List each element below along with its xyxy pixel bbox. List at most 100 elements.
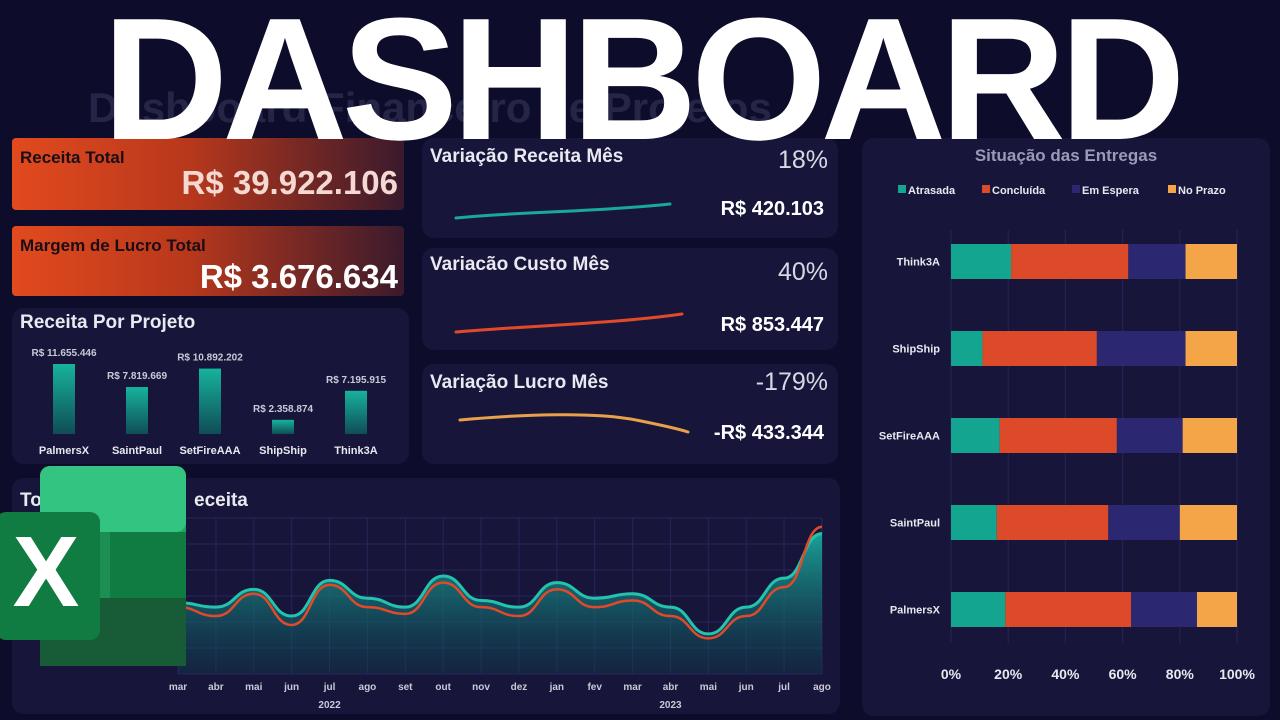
project-bar-category: ShipShip	[259, 445, 307, 457]
tendencia-receita-chart: mar abr mai jun jul ago set out nov dez jan fev mar a…	[169, 517, 831, 711]
trend-x-tick: ago	[813, 682, 831, 693]
stacked-bar-segment	[1185, 331, 1237, 366]
stacked-bar-segment	[1185, 244, 1237, 279]
kpi-margem-lucro-label: Margem de Lucro Total	[20, 236, 206, 255]
stacked-bar-segment	[951, 244, 1012, 279]
stacked-bar-segment	[951, 331, 983, 366]
trend-x-tick: dez	[511, 682, 528, 693]
legend-swatch	[1168, 185, 1176, 193]
receita-por-projeto-panel: Receita Por Projeto R$ 11.655.446 Palmers…	[12, 308, 409, 464]
stacked-bar-segment	[951, 418, 1000, 453]
project-bar	[53, 364, 75, 434]
entregas-category: Think3A	[897, 257, 940, 269]
legend-label: Atrasada	[908, 185, 956, 197]
tendencia-title-right: eceita	[194, 490, 248, 511]
variacao-receita-value: R$ 420.103	[720, 198, 824, 220]
stacked-bar-segment	[996, 505, 1109, 540]
project-bar	[345, 390, 367, 434]
project-bar-value: R$ 10.892.202	[177, 353, 243, 364]
project-bar-category: SaintPaul	[112, 445, 162, 457]
receita-por-projeto-chart: R$ 11.655.446 PalmersX R$ 7.819.669 SaintPa…	[31, 348, 386, 457]
trend-x-tick: mai	[245, 682, 262, 693]
x-tick-label: 60%	[1109, 666, 1138, 682]
project-bar-category: Think3A	[334, 445, 377, 457]
entregas-category: SetFireAAA	[879, 431, 940, 443]
variacao-custo-label: Variacão Custo Mês	[430, 254, 610, 275]
variacao-lucro-label: Variação Lucro Mês	[430, 372, 609, 393]
situacao-entregas-panel: Situação das Entregas Atrasada Concluída E…	[862, 138, 1270, 716]
kpi-receita-total-label: Receita Total	[20, 148, 125, 167]
kpi-receita-total-value: R$ 39.922.106	[181, 164, 398, 201]
trend-year-label: 2022	[318, 700, 341, 711]
project-bar-category: SetFireAAA	[179, 445, 240, 457]
project-bar	[199, 368, 221, 434]
x-tick-label: 0%	[941, 666, 962, 682]
variacao-lucro-panel: Variação Lucro Mês -179% -R$ 433.344	[422, 364, 838, 464]
trend-x-tick: jul	[323, 682, 336, 693]
variacao-receita-label: Variação Receita Mês	[430, 146, 624, 167]
trend-year-label: 2023	[659, 700, 682, 711]
variacao-custo-sparkline	[454, 312, 684, 334]
stacked-bar-segment	[1196, 592, 1237, 627]
entregas-category: PalmersX	[890, 605, 941, 617]
variacao-lucro-pct: -179%	[755, 368, 828, 396]
stacked-bar-segment	[1005, 592, 1132, 627]
trend-line-teal	[177, 532, 823, 636]
legend-label: Em Espera	[1082, 185, 1140, 197]
trend-x-tick: mar	[169, 682, 187, 693]
entregas-category: ShipShip	[892, 344, 940, 356]
trend-x-tick: mai	[700, 682, 717, 693]
legend-label: Concluída	[992, 185, 1046, 197]
stacked-bar-segment	[951, 505, 997, 540]
kpi-margem-lucro-value: R$ 3.676.634	[199, 258, 398, 295]
variacao-receita-panel: Variação Receita Mês 18% R$ 420.103	[422, 138, 838, 238]
project-bar-value: R$ 7.195.915	[326, 375, 386, 386]
kpi-margem-lucro: Margem de Lucro Total R$ 3.676.634	[12, 226, 404, 296]
stacked-bar-segment	[982, 331, 1097, 366]
stacked-bar-segment	[1182, 418, 1237, 453]
excel-logo-icon: X	[0, 466, 186, 666]
stacked-bar-segment	[999, 418, 1117, 453]
project-bar-value: R$ 2.358.874	[253, 404, 313, 415]
variacao-lucro-value: -R$ 433.344	[713, 422, 824, 444]
situacao-entregas-title: Situação das Entregas	[974, 146, 1158, 165]
receita-por-projeto-title: Receita Por Projeto	[20, 312, 196, 333]
stacked-bar-segment	[1116, 418, 1183, 453]
trend-x-tick: fev	[587, 682, 602, 693]
svg-text:X: X	[13, 516, 80, 628]
entregas-category: SaintPaul	[890, 518, 940, 530]
project-bar-value: R$ 11.655.446	[31, 348, 96, 359]
variacao-custo-pct: 40%	[777, 258, 828, 286]
legend-swatch	[982, 185, 990, 193]
trend-x-tick: jan	[549, 682, 564, 693]
trend-x-tick: abr	[663, 682, 679, 693]
trend-x-tick: out	[435, 682, 451, 693]
variacao-receita-pct: 18%	[777, 146, 828, 174]
variacao-receita-sparkline	[454, 202, 672, 220]
stacked-bar-segment	[1128, 244, 1186, 279]
kpi-receita-total: Receita Total R$ 39.922.106	[12, 138, 404, 210]
stacked-bar-segment	[1131, 592, 1197, 627]
x-tick-label: 100%	[1219, 666, 1255, 682]
stacked-bar-segment	[1108, 505, 1180, 540]
stacked-bar-segment	[1179, 505, 1237, 540]
dashboard-subtitle-ghost: Dashboard Financeiro de Projetos	[88, 84, 772, 131]
stacked-bar-segment	[1096, 331, 1186, 366]
legend-label: No Prazo	[1178, 185, 1226, 197]
trend-x-tick: nov	[472, 682, 490, 693]
variacao-lucro-sparkline	[458, 413, 690, 434]
trend-x-tick: ago	[359, 682, 377, 693]
x-tick-label: 80%	[1166, 666, 1195, 682]
tendencia-title-left: To	[20, 490, 42, 511]
trend-x-tick: set	[398, 682, 413, 693]
trend-x-tick: abr	[208, 682, 224, 693]
legend-swatch	[1072, 185, 1080, 193]
variacao-custo-value: R$ 853.447	[720, 314, 824, 336]
project-bar	[126, 387, 148, 434]
situacao-entregas-chart: Atrasada Concluída Em Espera No Prazo 0% 20% 4…	[879, 185, 1255, 682]
trend-x-tick: jun	[283, 682, 299, 693]
trend-x-tick: jun	[738, 682, 754, 693]
project-bar-value: R$ 7.819.669	[107, 371, 167, 382]
trend-x-tick: jul	[777, 682, 790, 693]
dashboard-headline: DASHBOARD	[102, 0, 1186, 176]
